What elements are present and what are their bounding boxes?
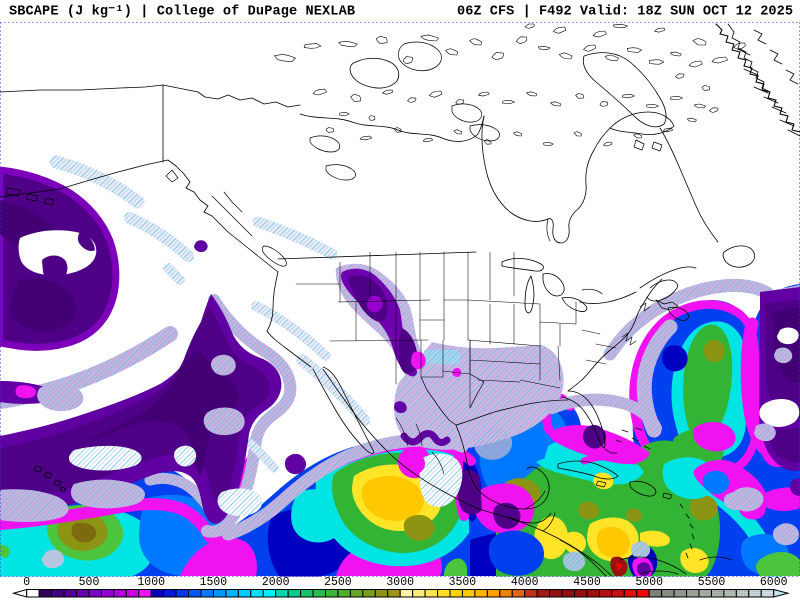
svg-text:4500: 4500 xyxy=(573,576,601,589)
svg-text:5500: 5500 xyxy=(698,576,726,589)
svg-text:SBCAPE (J kg⁻¹) | College of D: SBCAPE (J kg⁻¹) | College of DuPage NEXL… xyxy=(9,5,355,20)
svg-text:2000: 2000 xyxy=(262,576,290,589)
svg-text:5000: 5000 xyxy=(635,576,663,589)
svg-text:3500: 3500 xyxy=(449,576,477,589)
svg-text:0: 0 xyxy=(23,576,30,589)
svg-text:06Z CFS | F492 Valid: 18Z SUN: 06Z CFS | F492 Valid: 18Z SUN OCT 12 202… xyxy=(457,5,793,20)
svg-text:2500: 2500 xyxy=(324,576,352,589)
svg-text:500: 500 xyxy=(79,576,100,589)
svg-text:6000: 6000 xyxy=(760,576,788,589)
svg-text:1000: 1000 xyxy=(137,576,165,589)
svg-text:3000: 3000 xyxy=(386,576,414,589)
svg-text:1500: 1500 xyxy=(200,576,228,589)
svg-text:4000: 4000 xyxy=(511,576,539,589)
